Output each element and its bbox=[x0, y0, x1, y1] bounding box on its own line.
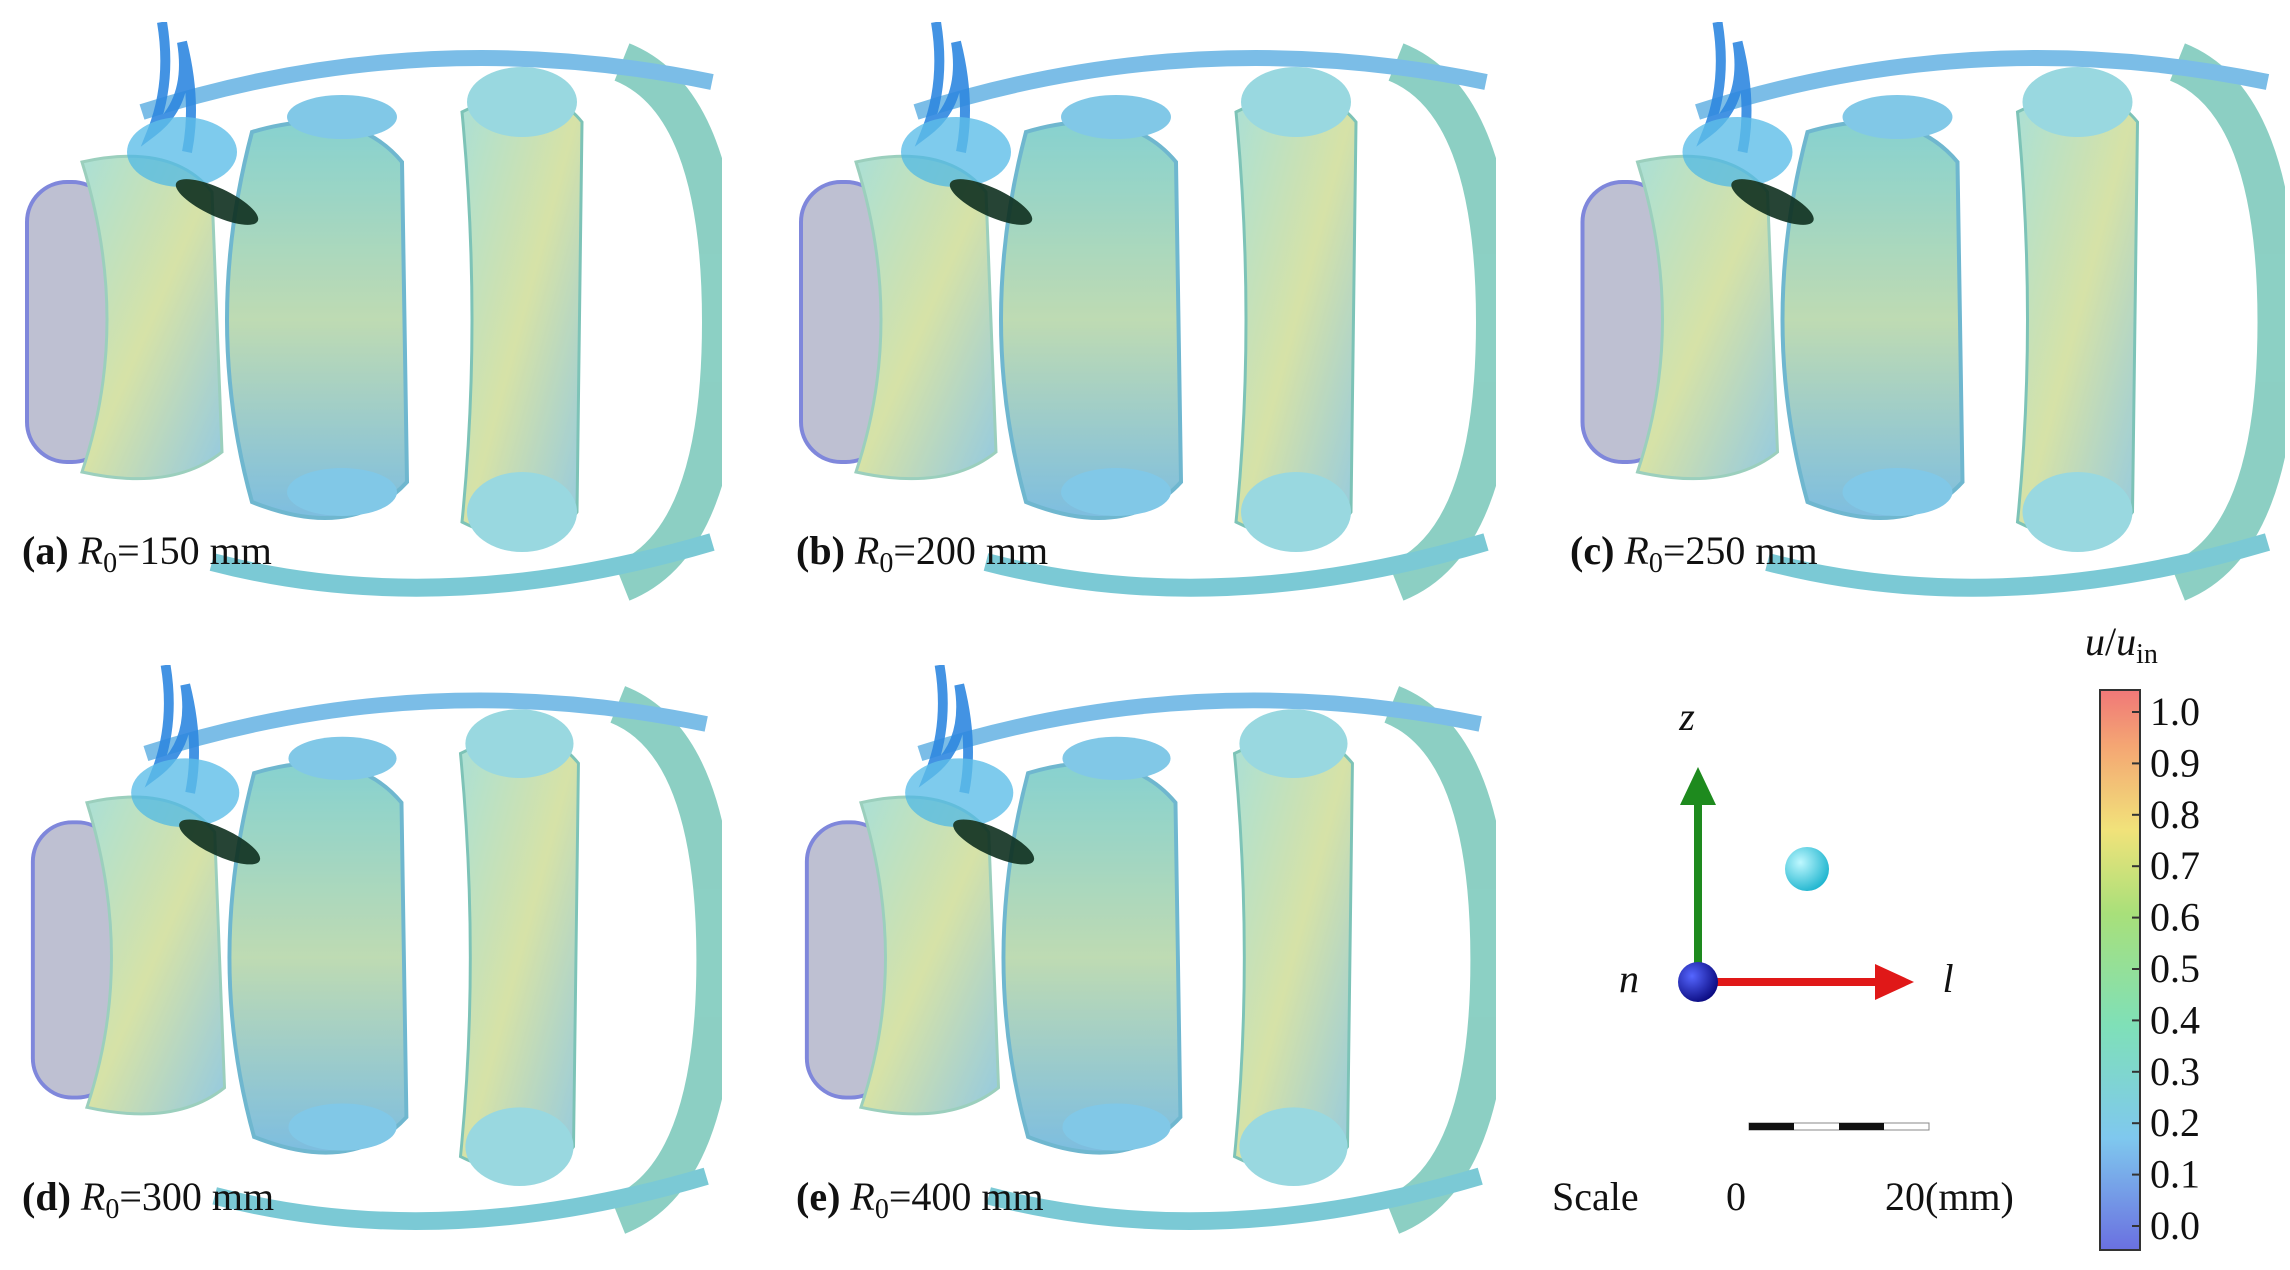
colorbar-tick-label: 0.1 bbox=[2150, 1152, 2200, 1197]
panel-label: (b) R0=200 mm bbox=[796, 528, 1048, 579]
colorbar-tick-label: 0.2 bbox=[2150, 1100, 2200, 1145]
scale-bar: Scale 0 20(mm) bbox=[1552, 1122, 2014, 1219]
panel-label: (e) R0=400 mm bbox=[796, 1174, 1044, 1225]
panel-d: (d) R0=300 mm bbox=[22, 665, 716, 1225]
colorbar-tick-label: 1.0 bbox=[2150, 689, 2200, 734]
scale-end: 20(mm) bbox=[1885, 1174, 2014, 1219]
axis-label: l bbox=[1942, 956, 1953, 1001]
panel-a: (a) R0=150 mm bbox=[22, 22, 722, 588]
axis-label: n bbox=[1619, 956, 1639, 1001]
scale-start: 0 bbox=[1726, 1174, 1746, 1219]
panel-label: (d) R0=300 mm bbox=[22, 1174, 274, 1225]
colorbar-tick-label: 0.8 bbox=[2150, 792, 2200, 837]
axis-label: z bbox=[1678, 694, 1695, 739]
colorbar-tick-label: 0.5 bbox=[2150, 946, 2200, 991]
panel-b: (b) R0=200 mm bbox=[796, 22, 1496, 588]
colorbar-tick-label: 0.9 bbox=[2150, 740, 2200, 785]
panel-label: (a) R0=150 mm bbox=[22, 528, 272, 579]
colorbar-tick-label: 0.3 bbox=[2150, 1049, 2200, 1094]
panel-e: (e) R0=400 mm bbox=[796, 665, 1490, 1225]
axis-triad: z n l bbox=[1619, 694, 1954, 1002]
colorbar-title: u/uin bbox=[2085, 619, 2158, 670]
panel-label: (c) R0=250 mm bbox=[1570, 528, 1818, 579]
scale-label: Scale bbox=[1552, 1174, 1639, 1219]
panel-c: (c) R0=250 mm bbox=[1570, 22, 2278, 588]
colorbar-tick-label: 0.4 bbox=[2150, 997, 2200, 1042]
colorbar-tick-label: 0.7 bbox=[2150, 843, 2200, 888]
colorbar-tick-label: 0.6 bbox=[2150, 895, 2200, 940]
colorbar-tick-label: 0.0 bbox=[2150, 1203, 2200, 1248]
colorbar: u/uin 0.0 0.1 0.2 0.3 0.4 0.5 0.6 0.7 0.8 0.9 1.0 bbox=[2085, 619, 2200, 1251]
